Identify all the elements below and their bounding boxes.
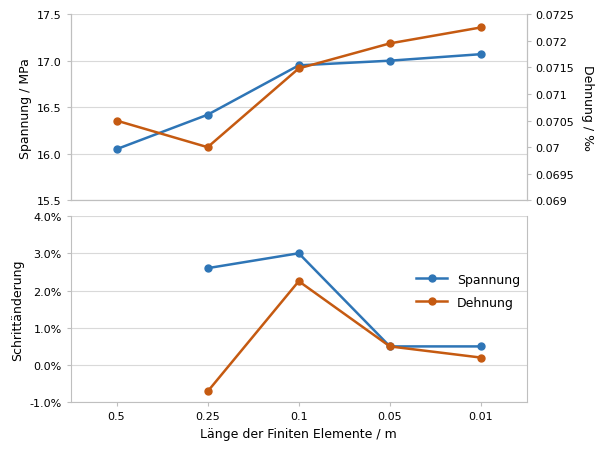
Y-axis label: Spannung / MPa: Spannung / MPa (19, 58, 31, 158)
Y-axis label: Dehnung / ‰: Dehnung / ‰ (581, 65, 594, 151)
X-axis label: Länge der Finiten Elemente / m: Länge der Finiten Elemente / m (200, 427, 397, 440)
Legend: Spannung, Dehnung: Spannung, Dehnung (416, 273, 520, 309)
Y-axis label: Schrittänderung: Schrittänderung (11, 259, 24, 360)
